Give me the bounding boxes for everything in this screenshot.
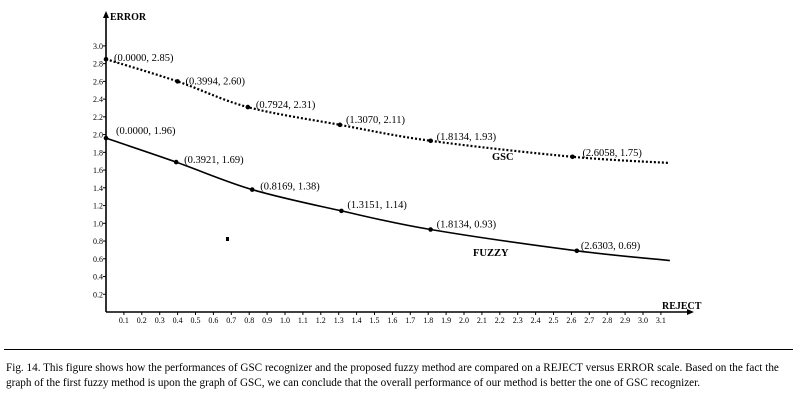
y-tick-label: 0.8 — [93, 237, 103, 246]
gsc-point-label: (1.3070, 2.11) — [346, 115, 406, 126]
fuzzy-point-label: (0.3921, 1.69) — [184, 155, 244, 166]
x-tick-label: 0.1 — [119, 316, 129, 325]
y-tick-label: 1.6 — [93, 166, 103, 175]
x-tick-label: 2.4 — [531, 316, 541, 325]
figure-caption: Fig. 14. This figure shows how the perfo… — [6, 362, 779, 389]
x-tick-label: 2.2 — [495, 316, 505, 325]
y-tick-label: 0.4 — [93, 273, 103, 282]
x-tick-label: 1.1 — [298, 316, 308, 325]
gsc-point-label: (0.3994, 2.60) — [185, 76, 245, 87]
x-tick-label: 1.0 — [280, 316, 290, 325]
x-tick-label: 0.5 — [191, 316, 201, 325]
y-tick-label: 2.0 — [93, 131, 103, 140]
gsc-point-label: (0.7924, 2.31) — [256, 100, 316, 111]
fuzzy-point — [249, 187, 255, 192]
x-tick-label: 2.5 — [549, 316, 559, 325]
x-tick-label: 2.6 — [566, 316, 576, 325]
fuzzy-series: (0.0000, 1.96) (0.3921, 1.69) (0.8169, 1.3… — [103, 126, 670, 262]
x-axis-arrow — [687, 309, 694, 315]
gsc-series: (0.0000, 2.85) (0.3994, 2.60) (0.7924, 2.3… — [103, 53, 670, 165]
x-tick-label: 0.3 — [155, 316, 165, 325]
x-tick-label: 2.1 — [477, 316, 487, 325]
x-tick-label: 2.7 — [584, 316, 594, 325]
gsc-point — [570, 154, 575, 160]
x-tick-label: 1.3 — [334, 316, 344, 325]
x-tick-label: 1.2 — [316, 316, 326, 325]
fuzzy-point-label: (1.8134, 0.93) — [437, 220, 497, 231]
x-tick-label: 1.9 — [441, 316, 451, 325]
fuzzy-point — [103, 135, 109, 141]
fuzzy-point-label: (1.3151, 1.14) — [347, 200, 407, 211]
gsc-point — [245, 104, 251, 110]
x-tick-label: 1.5 — [370, 316, 380, 325]
gsc-series-name: GSC — [492, 152, 514, 163]
x-tick-label: 3.1 — [656, 316, 666, 325]
y-tick-label: 1.4 — [93, 184, 103, 193]
x-axis-title: REJECT — [662, 301, 702, 312]
fuzzy-point — [339, 208, 344, 214]
x-tick-label: 0.9 — [262, 316, 272, 325]
stray-mark — [226, 237, 229, 241]
x-tick-label: 0.2 — [137, 316, 147, 325]
gsc-point — [428, 138, 433, 144]
x-tick-label: 2.9 — [620, 316, 630, 325]
y-tick-label: 0.2 — [93, 290, 103, 299]
y-tick-label: 1.2 — [93, 202, 103, 211]
x-tick-label: 0.7 — [226, 316, 236, 325]
y-tick-label: 1.8 — [93, 148, 103, 157]
y-tick-label: 1.0 — [93, 219, 103, 228]
gsc-point — [103, 56, 109, 62]
fuzzy-point-label: (2.6303, 0.69) — [581, 241, 641, 252]
fuzzy-point-label: (0.8169, 1.38) — [260, 182, 320, 193]
fuzzy-series-name: FUZZY — [473, 248, 509, 259]
caption-divider — [4, 349, 793, 350]
gsc-point-label: (1.8134, 1.93) — [437, 132, 497, 143]
y-axis-ticks: 0.2 0.4 0.6 0.8 1.0 1.2 1.4 1.6 1.8 2.0 2.2 2.4 2.6 2… — [93, 42, 106, 299]
gsc-point — [337, 122, 343, 128]
y-axis-arrow — [103, 11, 109, 18]
x-tick-label: 1.7 — [405, 316, 415, 325]
x-tick-label: 3.0 — [638, 316, 648, 325]
x-tick-label: 1.8 — [423, 316, 433, 325]
x-tick-label: 0.8 — [244, 316, 254, 325]
x-tick-label: 0.6 — [208, 316, 218, 325]
y-tick-label: 2.4 — [93, 95, 103, 104]
gsc-point — [175, 79, 180, 84]
x-tick-label: 2.3 — [513, 316, 523, 325]
x-tick-label: 2.8 — [602, 316, 612, 325]
fuzzy-point — [574, 248, 580, 254]
y-tick-label: 2.6 — [93, 77, 103, 86]
x-tick-label: 0.4 — [173, 316, 183, 325]
gsc-line — [105, 58, 670, 165]
fuzzy-point — [173, 159, 179, 165]
gsc-point-label: (0.0000, 2.85) — [114, 53, 174, 64]
y-tick-label: 2.2 — [93, 113, 103, 122]
fuzzy-point-label: (0.0000, 1.96) — [116, 126, 176, 137]
x-tick-label: 1.6 — [387, 316, 397, 325]
y-tick-label: 0.6 — [93, 255, 103, 264]
y-tick-label: 3.0 — [93, 42, 103, 51]
y-axis-title: ERROR — [110, 12, 147, 23]
x-axis-ticks: 0.1 0.2 0.3 0.4 0.5 0.6 0.7 0.8 0.9 1.0 1.1 1.2 1.3 1… — [119, 312, 666, 325]
x-tick-label: 1.4 — [352, 316, 362, 325]
gsc-point-label: (2.6058, 1.75) — [582, 148, 642, 159]
fuzzy-point — [428, 227, 433, 232]
series-layer: (0.0000, 2.85) (0.3994, 2.60) (0.7924, 2.3… — [103, 53, 670, 262]
y-tick-label: 2.8 — [93, 60, 103, 69]
x-tick-label: 2.0 — [459, 316, 469, 325]
reject-error-chart: 0.2 0.4 0.6 0.8 1.0 1.2 1.4 1.6 1.8 2.0 2.2 2.4 2.6 2… — [93, 11, 702, 325]
axes — [103, 11, 694, 315]
